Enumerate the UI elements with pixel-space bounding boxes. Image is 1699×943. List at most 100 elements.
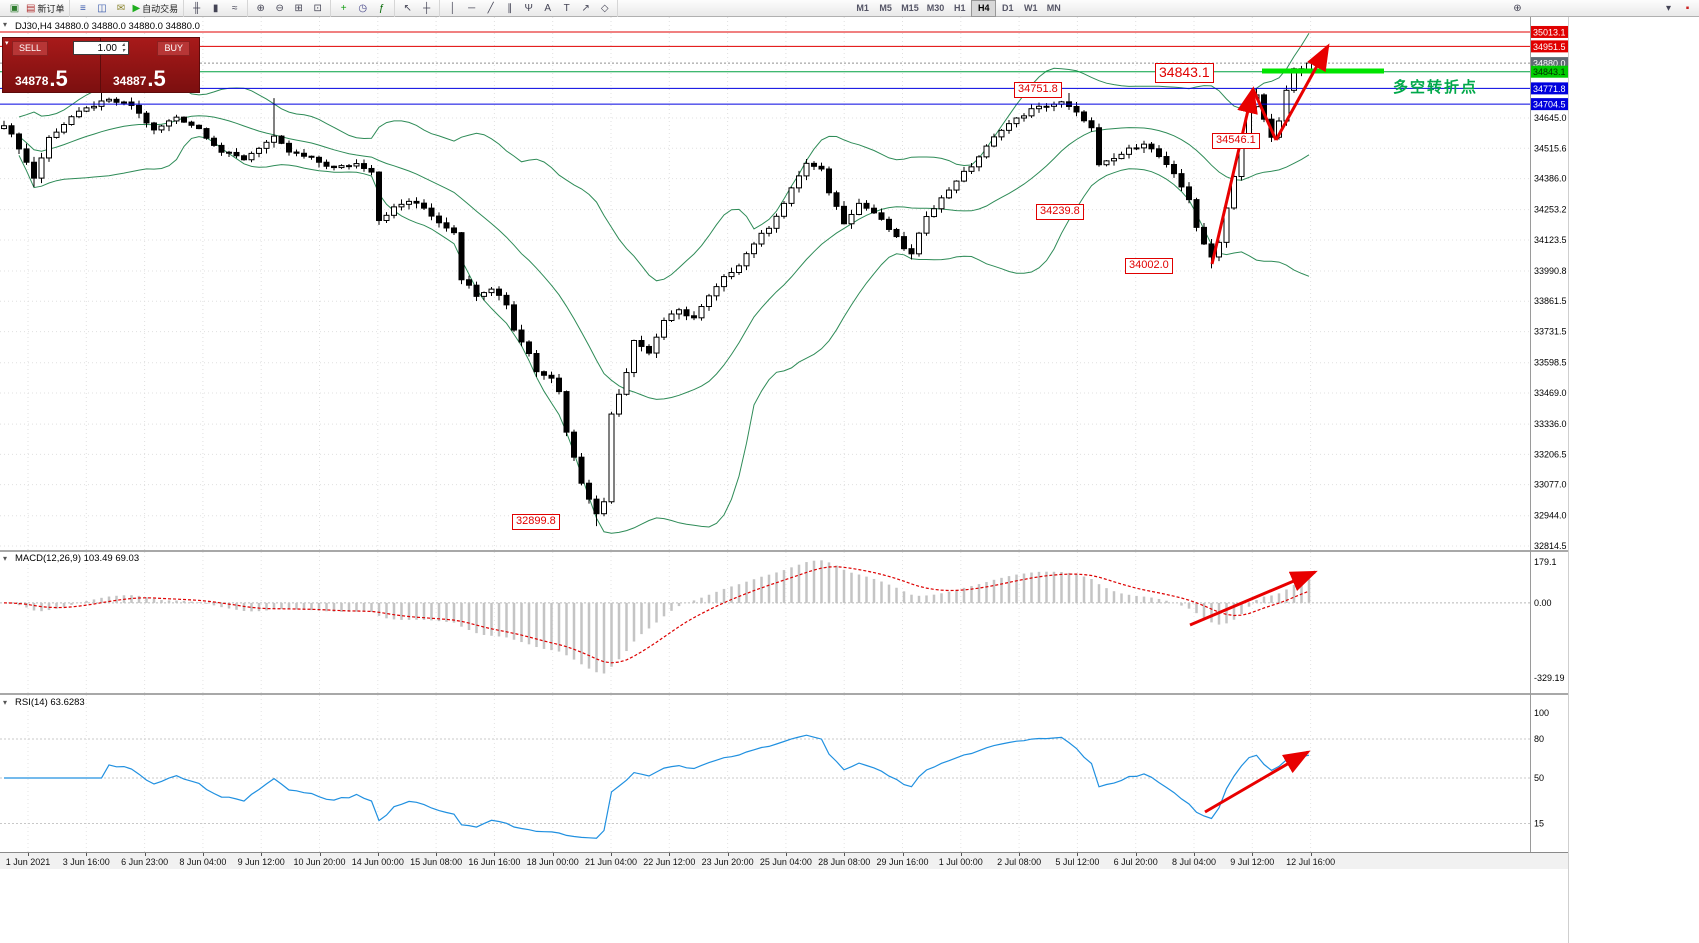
time-axis-label: 25 Jun 04:00 (759, 857, 812, 867)
label-tool-icon[interactable]: T (563, 2, 570, 14)
period-clock-icon[interactable]: ◷ (358, 2, 368, 14)
sell-price-big: .5 (49, 66, 68, 91)
vertical-line-icon[interactable]: │ (449, 2, 456, 14)
svg-text:33336.0: 33336.0 (1534, 419, 1567, 429)
bar-chart-icon[interactable]: ╫ (193, 2, 201, 14)
price-callout[interactable]: 34546.1 (1212, 133, 1260, 149)
timeframe-m5[interactable]: M5 (879, 3, 892, 13)
svg-text:33990.8: 33990.8 (1534, 266, 1567, 276)
time-tick (202, 853, 204, 856)
time-axis-label: 9 Jun 12:00 (237, 857, 285, 867)
alert-icon[interactable]: ▪ (1685, 3, 1690, 14)
text-tool-icon[interactable]: A (544, 2, 552, 14)
sell-button[interactable]: 34878 .5 (15, 66, 68, 91)
market-watch-icon[interactable]: ≡ (80, 2, 86, 14)
buy-button[interactable]: 34887 .5 (113, 66, 166, 91)
svg-text:34386.0: 34386.0 (1534, 174, 1567, 184)
lot-size-input[interactable]: 1.00 ▴ ▾ (73, 41, 129, 55)
new-chart-icon[interactable]: ▣ (9, 2, 20, 14)
svg-text:50: 50 (1534, 773, 1544, 783)
shapes-tool-icon[interactable]: ◇ (600, 2, 609, 14)
timeframe-mn[interactable]: MN (1046, 3, 1061, 13)
time-tick (86, 853, 88, 856)
svg-text:34880.0: 34880.0 (1533, 59, 1566, 69)
autotrade-button[interactable]: ▶ 自动交易 (132, 2, 179, 14)
svg-text:33861.5: 33861.5 (1534, 296, 1567, 306)
horizontal-line-icon[interactable]: ─ (468, 2, 476, 14)
rsi-trend-arrow[interactable] (1204, 750, 1311, 814)
macd-collapse-icon[interactable]: ▾ (3, 554, 8, 563)
candlestick-chart-icon[interactable]: ▮ (212, 2, 219, 14)
timeframe-d1[interactable]: D1 (1001, 3, 1014, 13)
time-axis-label: 8 Jul 04:00 (1171, 857, 1217, 867)
tile-windows-icon[interactable]: ⊞ (294, 2, 303, 14)
mailbox-icon[interactable]: ✉ (116, 2, 126, 14)
main-chart[interactable]: 34645.0 34515.6 34386.0 34253.2 34123.5 33990… (0, 17, 1568, 550)
cursor-icon[interactable]: ↖ (403, 2, 412, 14)
timeframe-m1[interactable]: M1 (856, 3, 869, 13)
time-tick (144, 853, 146, 856)
toolbar-more-icon[interactable]: ▾ (1665, 3, 1672, 14)
rsi-panel[interactable]: 100 80 50 15 (0, 693, 1568, 852)
navigator-icon[interactable]: ◫ (97, 2, 107, 14)
time-tick (727, 853, 729, 856)
time-tick (261, 853, 263, 856)
quick-search-icon[interactable]: ⊕ (1513, 3, 1522, 14)
price-callout[interactable]: 34239.8 (1036, 204, 1084, 220)
svg-text:0.00: 0.00 (1534, 598, 1552, 608)
macd-trend-arrow[interactable] (1189, 570, 1318, 627)
timeframe-h4[interactable]: H4 (971, 0, 997, 17)
crosshair-icon[interactable]: ┼ (423, 2, 431, 14)
lot-up-icon[interactable]: ▴ (121, 42, 125, 48)
new-order-button[interactable]: ▤ 新订单 (26, 2, 65, 14)
buy-price-big: .5 (147, 66, 166, 91)
symbol-ohlc-info: DJ30,H4 34880.0 34880.0 34880.0 34880.0 (15, 21, 200, 32)
sell-price-main: 34878 (15, 74, 49, 88)
time-axis-label: 8 Jun 04:00 (179, 857, 227, 867)
trendline-icon[interactable]: ╱ (487, 2, 494, 14)
time-axis-label: 16 Jun 16:00 (468, 857, 521, 867)
turning-point-label[interactable]: 多空转折点 (1393, 79, 1479, 96)
time-axis-label: 5 Jul 12:00 (1055, 857, 1100, 867)
indicators-icon[interactable]: ƒ (378, 2, 385, 14)
time-tick (960, 853, 962, 856)
time-axis-label: 15 Jun 08:00 (410, 857, 463, 867)
timeframe-h1[interactable]: H1 (953, 3, 966, 13)
time-tick (611, 853, 612, 856)
arrow-tool-icon[interactable]: ↗ (581, 2, 590, 14)
line-chart-icon[interactable]: ≈ (231, 2, 238, 14)
trend-arrow[interactable] (1274, 43, 1330, 141)
rsi-collapse-icon[interactable]: ▾ (3, 698, 8, 707)
time-tick (669, 853, 671, 856)
time-tick (494, 853, 496, 856)
svg-text:33598.5: 33598.5 (1534, 358, 1567, 368)
zoom-in-icon[interactable]: ⊕ (256, 2, 265, 14)
price-callout[interactable]: 34843.1 (1155, 63, 1214, 83)
toolbar: ▣ ▤ 新订单 ≡ ◫ ✉ ▶ 自动交易 ╫ ▮ ≈ ⊕ ⊖ ⊞ ⊡ + ◷ ƒ ↖ ┼ │ ─ ╱ ∥ Ψ A T ↗ ◇ M1 M5 M1… (0, 0, 1699, 17)
time-tick (1194, 853, 1195, 856)
fibonacci-icon[interactable]: Ψ (524, 2, 533, 14)
add-indicator-icon[interactable]: + (340, 2, 347, 14)
trend-arrow[interactable] (1210, 86, 1258, 265)
price-callout[interactable]: 34002.0 (1125, 258, 1173, 274)
timeframe-m15[interactable]: M15 (901, 3, 919, 13)
time-tick (1252, 853, 1254, 856)
timeframe-m30[interactable]: M30 (926, 3, 945, 13)
svg-text:179.1: 179.1 (1534, 557, 1557, 567)
zoom-out-icon[interactable]: ⊖ (275, 2, 284, 14)
svg-text:34771.8: 34771.8 (1533, 84, 1566, 94)
timeframe-w1[interactable]: W1 (1023, 3, 1038, 13)
svg-text:34253.2: 34253.2 (1534, 205, 1567, 215)
price-callout[interactable]: 32899.8 (512, 514, 560, 530)
lot-down-icon[interactable]: ▾ (121, 48, 125, 54)
macd-panel[interactable]: 179.1 0.00 -329.19 (0, 550, 1568, 693)
chart-collapse-icon[interactable]: ▾ (3, 20, 8, 29)
trend-arrow[interactable] (1251, 88, 1278, 141)
price-callout[interactable]: 34751.8 (1014, 82, 1062, 98)
cascade-windows-icon[interactable]: ⊡ (313, 2, 322, 14)
trade-panel-collapse-icon[interactable]: ▾ (5, 40, 9, 47)
svg-text:32944.0: 32944.0 (1534, 511, 1567, 521)
time-axis[interactable]: 1 Jun 2021 3 Jun 16:00 6 Jun 23:00 8 Jun 04… (0, 852, 1568, 869)
channel-icon[interactable]: ∥ (507, 2, 513, 14)
